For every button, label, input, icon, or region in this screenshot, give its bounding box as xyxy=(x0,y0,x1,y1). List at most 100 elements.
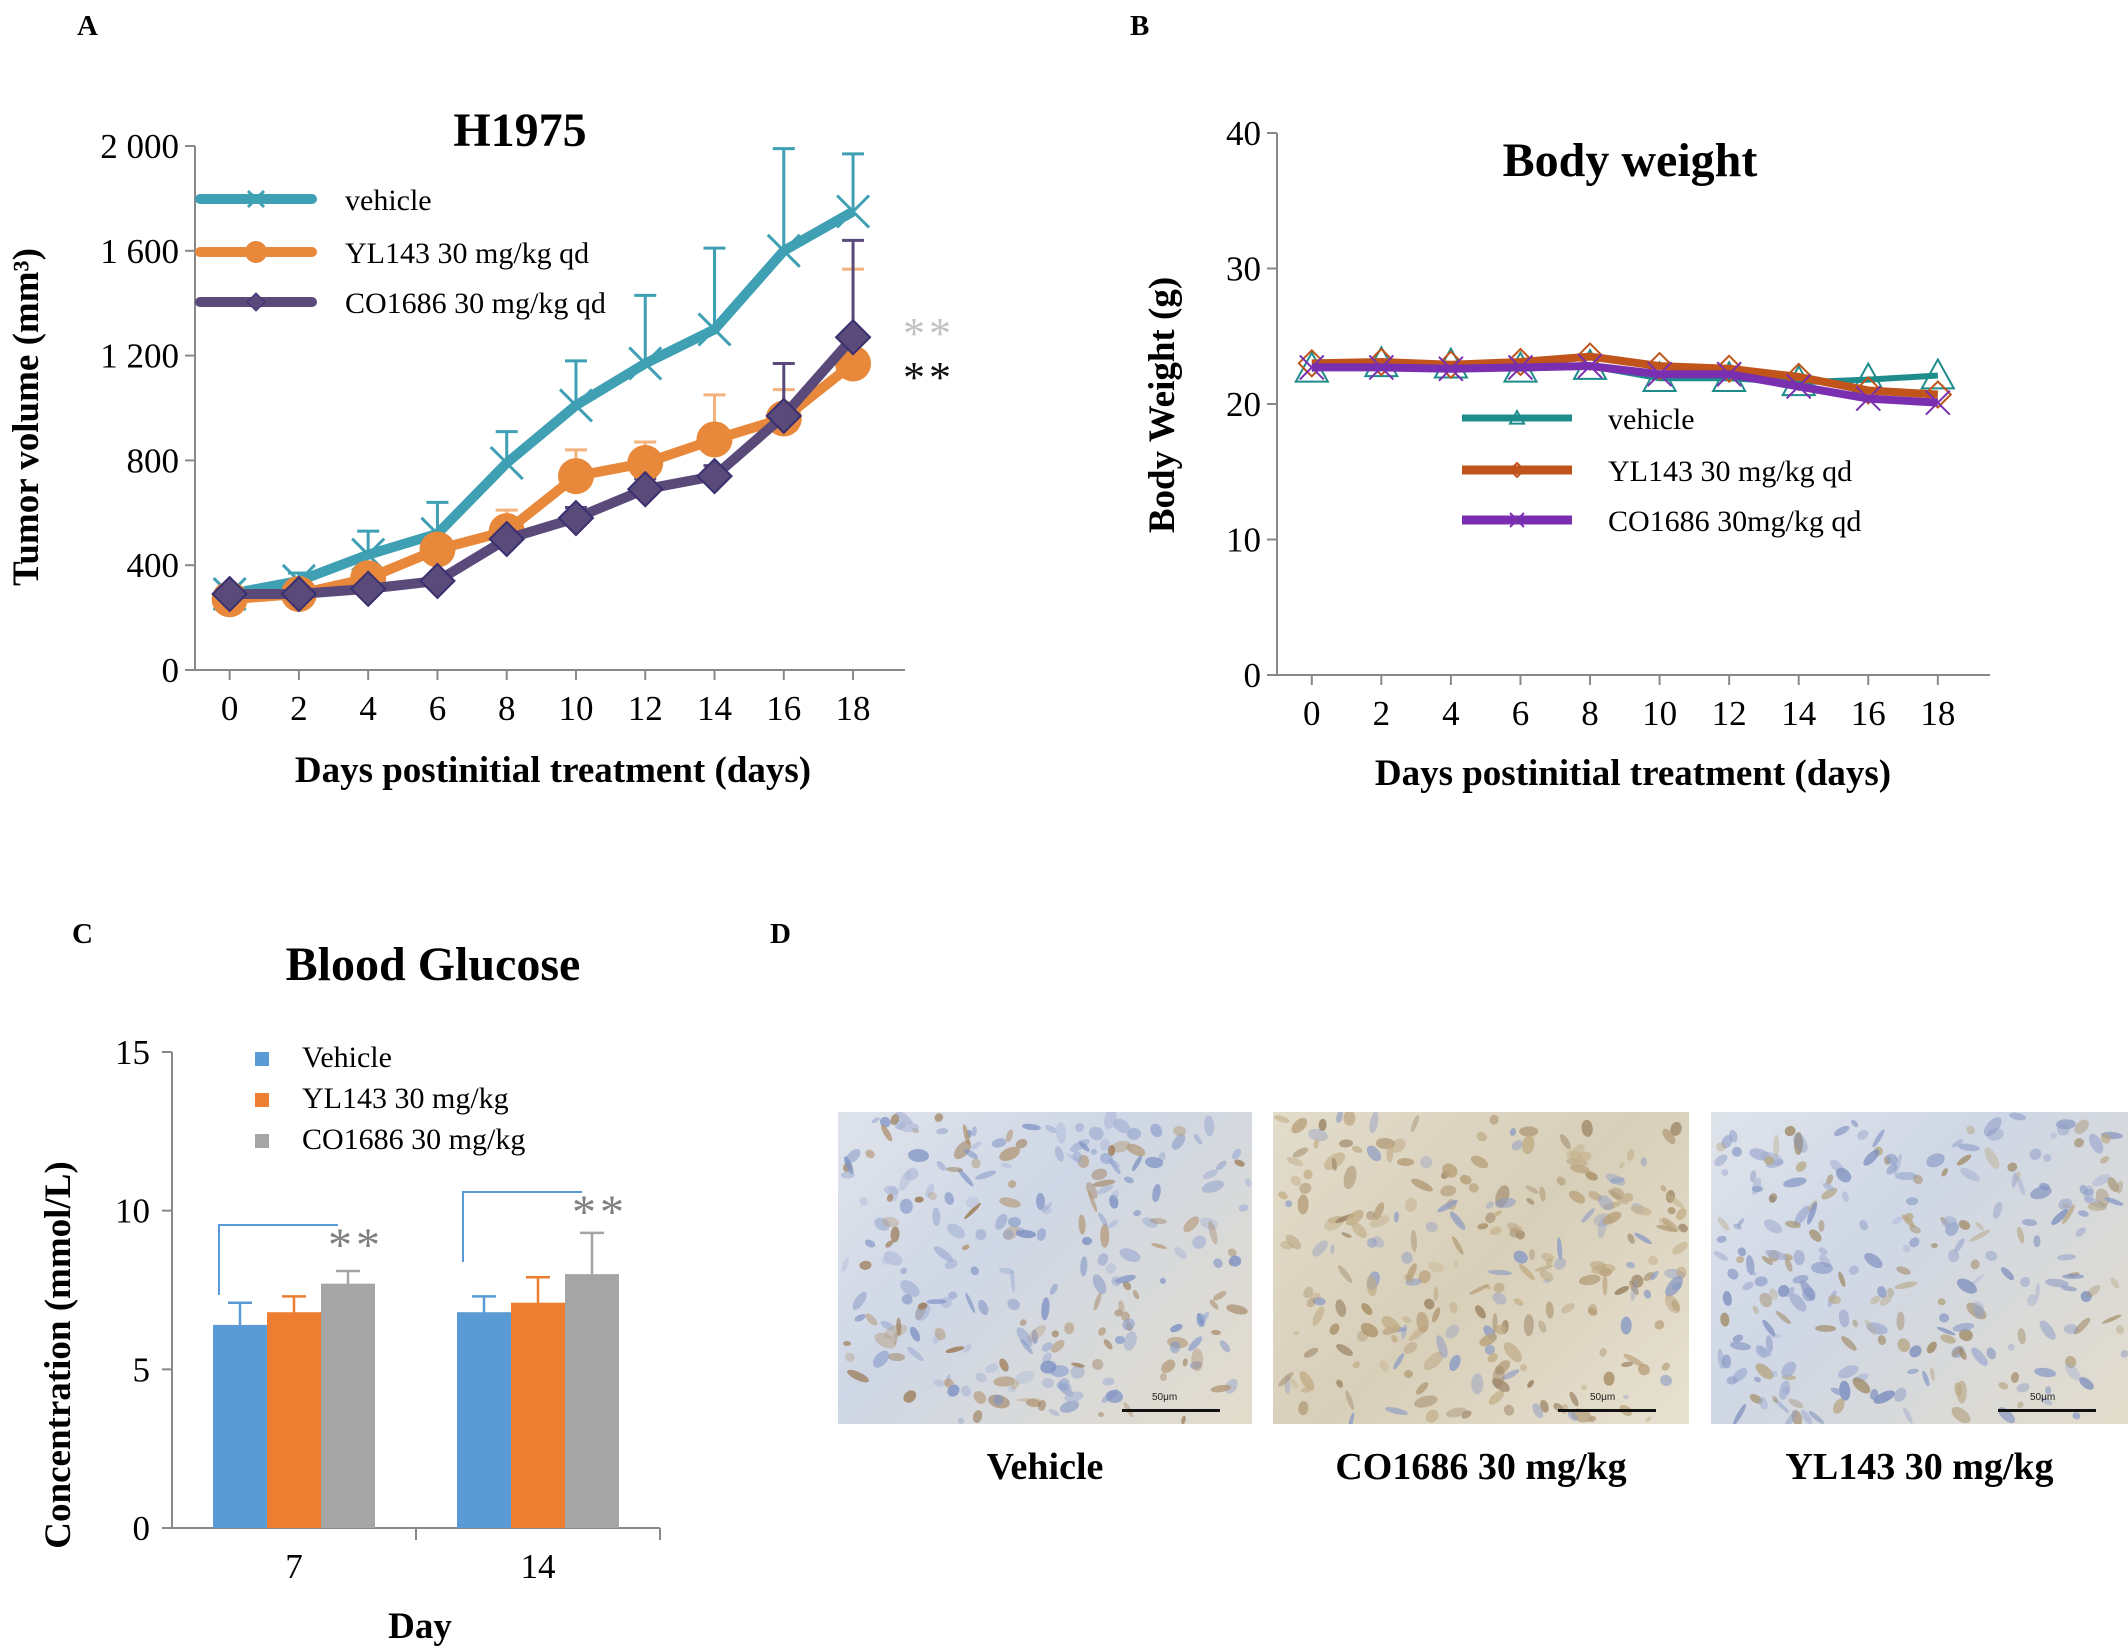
cell-nucleus xyxy=(933,1112,945,1124)
cell-nucleus xyxy=(1297,1194,1309,1215)
cell-nucleus xyxy=(1077,1214,1087,1235)
cell-nucleus xyxy=(1101,1337,1114,1351)
data-point xyxy=(1925,389,1951,416)
scale-bar-label: 50μm xyxy=(1152,1392,1178,1403)
cell-nucleus xyxy=(1895,1171,1918,1180)
cell-nucleus xyxy=(1840,1190,1850,1203)
cell-nucleus xyxy=(1343,1112,1356,1126)
cell-nucleus xyxy=(1169,1341,1181,1354)
x-axis-label: Day xyxy=(388,1606,452,1647)
cell-nucleus xyxy=(1285,1155,1305,1168)
cell-nucleus xyxy=(1730,1145,1744,1159)
data-point xyxy=(766,233,801,268)
data-point xyxy=(765,397,803,435)
cell-nucleus xyxy=(1413,1393,1439,1411)
cell-nucleus xyxy=(1097,1411,1105,1418)
x-tick-label: 14 xyxy=(521,1547,556,1586)
x-tick-label: 12 xyxy=(1712,694,1747,733)
cell-nucleus xyxy=(1652,1317,1667,1332)
cell-nucleus xyxy=(1352,1360,1362,1370)
cell-nucleus xyxy=(1523,1314,1535,1336)
cell-nucleus xyxy=(1474,1130,1489,1144)
cell-nucleus xyxy=(1180,1213,1203,1235)
cell-nucleus xyxy=(969,1265,981,1278)
legend-label: YL143 30 mg/kg qd xyxy=(1608,455,1852,488)
cell-nucleus xyxy=(1895,1265,1912,1277)
cell-nucleus xyxy=(1968,1228,1992,1244)
cell-nucleus xyxy=(2072,1135,2086,1149)
data-point xyxy=(1438,356,1464,382)
cell-nucleus xyxy=(1676,1222,1689,1235)
cell-nucleus xyxy=(1191,1348,1204,1372)
cell-nucleus xyxy=(1952,1236,1967,1254)
cell-nucleus xyxy=(1586,1415,1597,1424)
cell-nucleus xyxy=(1929,1367,1936,1381)
cell-nucleus xyxy=(1494,1197,1517,1210)
cell-nucleus xyxy=(1442,1322,1462,1342)
cell-nucleus xyxy=(1817,1219,1825,1232)
y-tick-label: 800 xyxy=(127,441,180,480)
cell-nucleus xyxy=(1750,1304,1760,1315)
cell-nucleus xyxy=(895,1317,902,1336)
cell-nucleus xyxy=(1005,1129,1015,1144)
data-point xyxy=(1785,373,1812,400)
cell-nucleus xyxy=(1938,1313,1950,1324)
cell-nucleus xyxy=(1040,1296,1051,1321)
histology-image-co1686 xyxy=(1273,1112,1689,1424)
cell-nucleus xyxy=(858,1260,872,1271)
cell-nucleus xyxy=(1815,1324,1837,1333)
cell-nucleus xyxy=(1409,1176,1435,1195)
significance-marker: ** xyxy=(903,309,955,358)
cell-nucleus xyxy=(1793,1248,1806,1265)
cell-nucleus xyxy=(1858,1218,1871,1232)
cell-nucleus xyxy=(1849,1118,1860,1129)
cell-nucleus xyxy=(1074,1122,1085,1133)
cell-nucleus xyxy=(1894,1279,1919,1291)
cell-nucleus xyxy=(1761,1216,1785,1237)
cell-nucleus xyxy=(1757,1395,1769,1411)
cell-nucleus xyxy=(1715,1235,1728,1244)
cell-nucleus xyxy=(1341,1164,1359,1191)
cell-nucleus xyxy=(1633,1231,1654,1247)
cell-nucleus xyxy=(2015,1226,2026,1245)
cell-nucleus xyxy=(1392,1211,1399,1223)
cell-nucleus xyxy=(1907,1223,1923,1236)
data-point xyxy=(246,189,266,209)
cell-nucleus xyxy=(1721,1290,1733,1307)
cell-nucleus xyxy=(845,1367,870,1385)
cell-nucleus xyxy=(1603,1371,1616,1386)
cell-nucleus xyxy=(1832,1123,1851,1139)
cell-nucleus xyxy=(1836,1270,1847,1288)
cell-nucleus xyxy=(1508,1127,1517,1137)
cell-nucleus xyxy=(1912,1173,1925,1186)
cell-nucleus xyxy=(1939,1167,1949,1178)
x-axis-label: Days postinitial treatment (days) xyxy=(295,750,811,791)
cell-nucleus xyxy=(974,1168,998,1182)
cell-nucleus xyxy=(1288,1115,1311,1137)
cell-nucleus xyxy=(1132,1209,1142,1217)
cell-nucleus xyxy=(907,1148,930,1163)
cell-nucleus xyxy=(1051,1329,1060,1338)
cell-nucleus xyxy=(974,1227,988,1242)
cell-nucleus xyxy=(2063,1323,2078,1334)
cell-nucleus xyxy=(1350,1145,1364,1155)
data-point xyxy=(557,458,594,495)
cell-nucleus xyxy=(1389,1333,1399,1345)
significance-bracket xyxy=(462,1191,582,1262)
y-tick-label: 2 000 xyxy=(100,127,179,166)
cell-nucleus xyxy=(2041,1152,2054,1164)
cell-nucleus xyxy=(1151,1183,1163,1203)
cell-nucleus xyxy=(1121,1329,1140,1353)
y-tick-label: 1 600 xyxy=(100,232,179,271)
data-point xyxy=(834,318,872,356)
cell-nucleus xyxy=(1409,1114,1421,1134)
cell-nucleus xyxy=(1359,1300,1375,1317)
cell-nucleus xyxy=(2025,1293,2039,1308)
cell-nucleus xyxy=(1604,1170,1628,1188)
data-point xyxy=(697,312,732,347)
cell-nucleus xyxy=(1041,1376,1055,1389)
cell-nucleus xyxy=(1622,1395,1629,1400)
blood-glucose-chart: Blood Glucose Day Concentration (mmol/L)… xyxy=(38,938,661,1647)
data-point xyxy=(626,470,664,508)
cell-nucleus xyxy=(1658,1372,1675,1388)
